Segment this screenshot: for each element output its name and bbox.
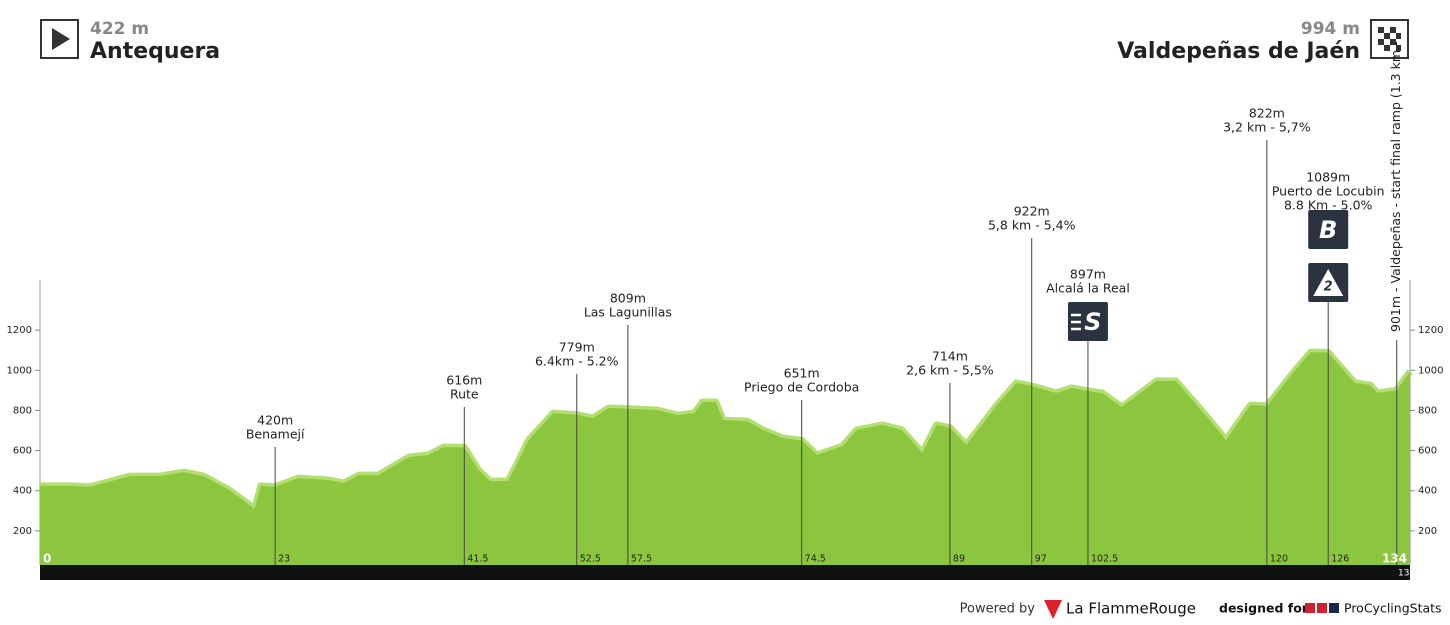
annotation-text: 822m [1249,106,1285,121]
y-tick-label: 800 [13,405,32,416]
annotation-text: Puerto de Locubin [1272,184,1385,199]
x-tick-label: 23 [278,554,290,565]
x-tick-label: 74.5 [805,554,826,565]
x-tick-label: 0 [43,552,51,566]
y-tick-label: 600 [13,446,32,457]
x-tick-label: 102.5 [1091,554,1118,565]
annotation-text: 3,2 km - 5,7% [1223,120,1311,135]
footer-brand: La FlammeRouge [1066,600,1196,618]
x-tick-label: 89 [953,554,965,565]
brand-logo [1044,600,1062,619]
distance-bar [40,565,1410,580]
x-tick-label: 120 [1270,554,1288,565]
annotation-text: 651m [784,366,820,381]
badge [1308,210,1349,249]
y-tick-label: 1200 [7,325,32,336]
y-tick-label: 800 [1418,405,1437,416]
annotation-text: 922m [1014,204,1050,219]
badge [1067,302,1108,341]
footer-site: ProCyclingStats [1344,601,1442,616]
y-tick-label: 400 [1418,486,1437,497]
annotation-text: 2,6 km - 5,5% [906,363,994,378]
x-tick-label: 57.5 [631,554,652,565]
start-icon-arrow [52,28,70,50]
finish-icon [1370,19,1409,59]
finish-elevation: 994 m [1301,19,1360,39]
badge-label: S [1084,308,1101,336]
annotation-text: 616m [446,373,482,388]
finish-checker [1378,27,1401,51]
annotation-text: Alcalá la Real [1046,281,1130,296]
annotation-text: 714m [932,349,968,364]
annotation-text: 420m [257,413,293,428]
annotation-text: Rute [450,387,479,402]
start-elevation: 422 m [90,19,149,39]
y-tick-label: 200 [1418,526,1437,537]
finish-name: Valdepeñas de Jaén [1117,39,1360,64]
y-tick-label: 1000 [1418,365,1443,376]
y-tick-label: 200 [13,526,32,537]
x-end-label: 13 [1398,569,1409,579]
x-tick-label: 41.5 [467,554,488,565]
annotation-text: Las Lagunillas [584,305,672,320]
start-name: Antequera [90,39,220,64]
annotation-text: 6.4km - 5.2% [535,354,619,369]
y-tick-label: 400 [13,486,32,497]
start-icon [40,19,79,59]
annotation-text: 809m [610,291,646,306]
badge-triangle [1313,269,1344,296]
annotation-text: 8.8 Km - 5.0% [1284,198,1373,213]
x-tick-label: 126 [1331,554,1349,565]
profile-area [40,352,1410,565]
annotation-text: 779m [559,340,595,355]
annotation-text: Priego de Cordoba [744,380,859,395]
site-logo [1305,603,1339,613]
x-tick-label: 134 [1382,552,1407,566]
x-tick-label: 97 [1035,554,1047,565]
annotation-text: 1089m [1306,170,1350,185]
badge-label: 2 [1324,280,1333,295]
footer-powered: Powered by [960,602,1036,617]
footer-designed: designed for [1219,601,1309,616]
annotation-text: 897m [1070,267,1106,282]
annotation-text: 901m - Valdepeñas - start final ramp (1.… [1388,41,1403,332]
y-tick-label: 1200 [1418,325,1443,336]
annotation-text: Benamejí [246,427,305,442]
y-tick-label: 600 [1418,446,1437,457]
x-tick-label: 52.5 [580,554,601,565]
annotation-text: 5,8 km - 5,4% [988,218,1076,233]
y-tick-label: 1000 [7,365,32,376]
badge-label: B [1319,216,1337,244]
